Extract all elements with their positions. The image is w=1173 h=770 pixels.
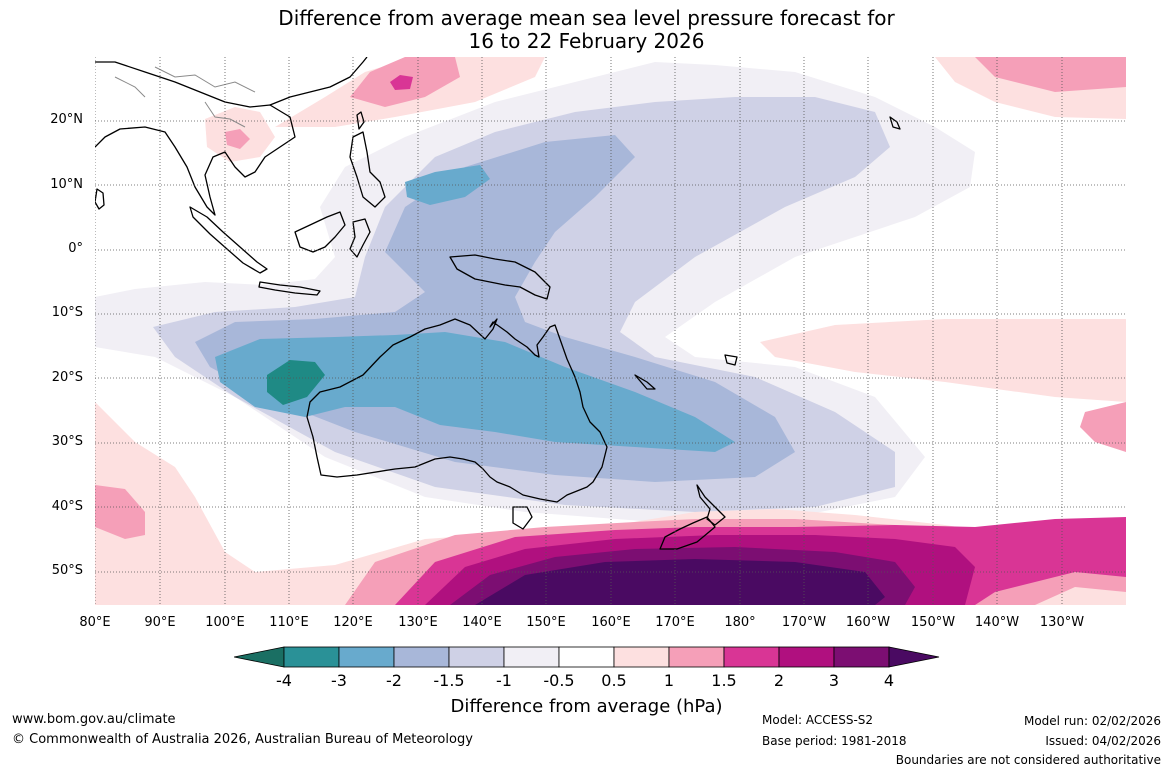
colorbar-title: Difference from average (hPa) xyxy=(450,696,723,717)
coastline-china-east xyxy=(269,57,368,106)
anomaly-contour-plus-4-south xyxy=(475,559,885,605)
boundaries-disclaimer: Boundaries are not considered authoritat… xyxy=(895,753,1161,767)
anomaly-contour-plus-1-east xyxy=(1080,402,1126,452)
coastline-mainland-asia xyxy=(95,61,296,216)
website-link[interactable]: www.bom.gov.au/climate xyxy=(12,712,176,727)
map-title-line-1: Difference from average mean sea level p… xyxy=(278,6,895,30)
coastline-new-guinea xyxy=(449,254,551,300)
colorbar-tick-label: -2 xyxy=(386,671,402,690)
longitude-label: 170°E xyxy=(655,615,695,630)
colorbar-tick-label: 0.5 xyxy=(601,671,627,690)
latitude-label: 50°S xyxy=(51,563,83,578)
coastline-fiji xyxy=(724,354,738,366)
colorbar-segment xyxy=(558,646,615,668)
colorbar-tick-label: 1.5 xyxy=(711,671,737,690)
longitude-label: 160°E xyxy=(591,615,631,630)
colorbar-segment xyxy=(833,646,890,668)
colorbar-segment xyxy=(888,646,940,668)
latitude-label: 10°S xyxy=(51,305,83,320)
colorbar-tick-label: 2 xyxy=(773,671,785,690)
colorbar-tick-label: -1.5 xyxy=(433,671,465,690)
anomaly-contour-plus-0.5-southwest xyxy=(95,485,145,539)
coastline-java xyxy=(258,281,321,296)
longitude-label: 130°W xyxy=(1039,615,1085,630)
colorbar-segment xyxy=(448,646,505,668)
longitude-label: 160°W xyxy=(845,615,891,630)
coastline-hawaii xyxy=(889,116,901,130)
coastline-sri-lanka xyxy=(95,188,105,210)
latitude-label: 30°S xyxy=(51,434,83,449)
anomaly-contour-plus-0.5-east xyxy=(760,319,1126,402)
longitude-label: 150°W xyxy=(910,615,956,630)
longitude-label: 150°E xyxy=(526,615,566,630)
longitude-label: 140°E xyxy=(462,615,502,630)
longitude-label: 80°E xyxy=(79,615,111,630)
colorbar-segment xyxy=(338,646,395,668)
colorbar-segment xyxy=(778,646,835,668)
coastline-new-caledonia xyxy=(634,374,656,390)
coastline-borneo xyxy=(294,211,346,253)
colorbar-segment xyxy=(723,646,780,668)
model-name: Model: ACCESS-S2 xyxy=(762,713,874,727)
colorbar-tick-label: -3 xyxy=(331,671,347,690)
anomaly-contour-minus-2-north xyxy=(405,165,490,205)
anomaly-contour-plus-1-indochina xyxy=(225,129,250,149)
coastline-philippines xyxy=(349,131,386,208)
map-title-line-2: 16 to 22 February 2026 xyxy=(468,29,705,53)
colorbar xyxy=(234,646,940,668)
colorbar-tick-label: 3 xyxy=(828,671,840,690)
issued-date: Issued: 04/02/2026 xyxy=(1045,734,1161,748)
coastline-sumatra xyxy=(189,206,268,274)
longitude-label: 120°E xyxy=(333,615,373,630)
coastline-australia xyxy=(306,318,608,503)
latitude-label: 0° xyxy=(68,241,83,256)
coastline-new-zealand-south xyxy=(659,516,716,550)
longitude-label: 130°E xyxy=(398,615,438,630)
colorbar-tick-label: 1 xyxy=(663,671,675,690)
longitude-label: 100°E xyxy=(205,615,245,630)
coastline-sulawesi xyxy=(349,218,371,258)
pressure-anomaly-map xyxy=(95,57,1126,605)
colorbar-tick-label: -0.5 xyxy=(543,671,575,690)
latitude-label: 40°S xyxy=(51,499,83,514)
anomaly-contour-minus-3 xyxy=(267,360,325,405)
anomaly-contour-plus-1-northeast xyxy=(975,57,1126,92)
country-boundaries-asia xyxy=(114,66,256,128)
copyright-notice: © Commonwealth of Australia 2026, Austra… xyxy=(12,732,473,747)
colorbar-segment xyxy=(234,646,285,668)
longitude-label: 110°E xyxy=(269,615,309,630)
colorbar-tick-label: -1 xyxy=(496,671,512,690)
colorbar-segment xyxy=(393,646,450,668)
colorbar-tick-label: -4 xyxy=(276,671,292,690)
latitude-label: 20°S xyxy=(51,370,83,385)
longitude-label: 140°W xyxy=(974,615,1020,630)
colorbar-tick-label: 4 xyxy=(883,671,895,690)
longitude-label: 90°E xyxy=(144,615,176,630)
longitude-label: 170°W xyxy=(781,615,827,630)
model-run-date: Model run: 02/02/2026 xyxy=(1023,714,1161,728)
longitude-label: 180° xyxy=(724,615,756,630)
anomaly-contour-plus-1.5-north xyxy=(390,75,413,90)
latitude-label: 20°N xyxy=(50,112,83,127)
colorbar-segment xyxy=(613,646,670,668)
anomaly-contour-minus-2 xyxy=(215,332,735,452)
colorbar-segment xyxy=(283,646,340,668)
base-period: Base period: 1981-2018 xyxy=(762,734,907,748)
colorbar-segment xyxy=(503,646,560,668)
coastline-taiwan xyxy=(356,111,365,130)
coastline-new-zealand-north xyxy=(696,484,726,526)
latitude-label: 10°N xyxy=(50,177,83,192)
colorbar-segment xyxy=(668,646,725,668)
